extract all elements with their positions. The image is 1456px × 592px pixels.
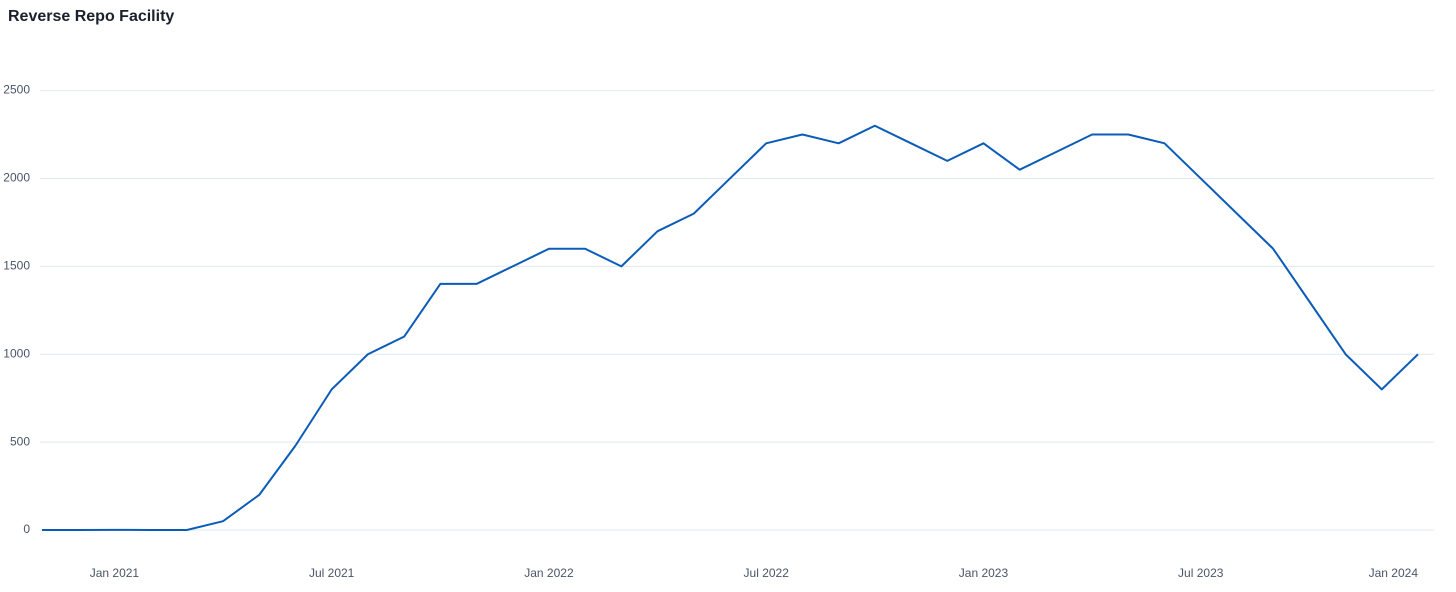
x-tick-label: Jan 2021 — [90, 566, 140, 580]
y-tick-label: 500 — [10, 434, 30, 448]
y-tick-label: 2000 — [3, 171, 30, 185]
chart-title: Reverse Repo Facility — [8, 8, 174, 25]
y-tick-label: 1000 — [3, 346, 30, 360]
x-tick-label: Jul 2023 — [1178, 566, 1224, 580]
x-tick-label: Jul 2021 — [309, 566, 355, 580]
y-tick-label: 1500 — [3, 259, 30, 273]
x-tick-label: Jan 2023 — [959, 566, 1009, 580]
x-tick-label: Jul 2022 — [744, 566, 790, 580]
data-line — [42, 124, 1419, 531]
y-tick-label: 2500 — [3, 83, 30, 97]
x-tick-label: Jan 2022 — [524, 566, 574, 580]
y-tick-label: 0 — [23, 522, 30, 536]
x-tick-label: Jan 2024 — [1369, 566, 1419, 580]
